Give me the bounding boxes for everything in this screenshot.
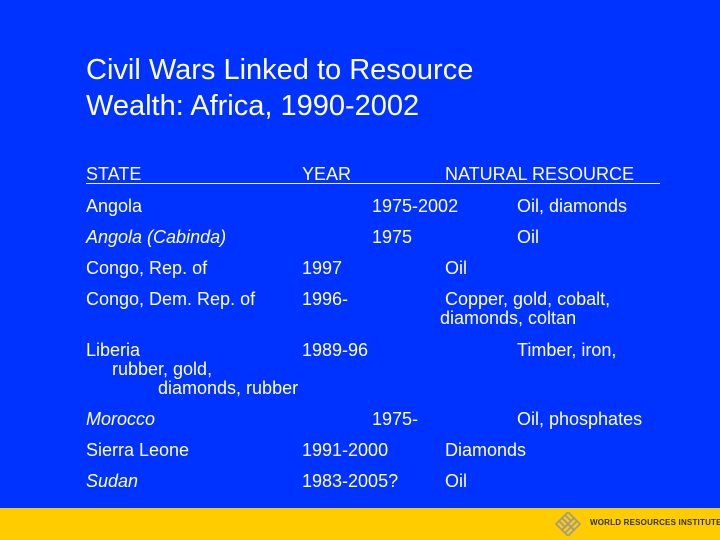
slide-title: Civil Wars Linked to Resource Wealth: Af… (86, 52, 686, 124)
header-year: YEAR (302, 164, 352, 184)
row-resource: Oil (445, 471, 467, 491)
header-state: STATE (86, 164, 142, 184)
footer-bar (0, 508, 720, 540)
row-year: 1975 (372, 227, 413, 247)
header-underline (86, 183, 660, 184)
row-resource: Diamonds (445, 440, 527, 460)
organization-name: WORLD RESOURCES INSTITUTE (590, 518, 720, 527)
row-resource: Copper, gold, cobalt, (445, 289, 611, 309)
header-resource: NATURAL RESOURCE (445, 164, 635, 184)
title-line-1: Civil Wars Linked to Resource (86, 54, 474, 86)
row-state: Angola (86, 196, 143, 216)
row-year: 1975-2002 (372, 196, 459, 216)
row-resource: Oil (517, 227, 539, 247)
row-resource-cont: rubber, gold, (112, 359, 213, 379)
row-year: 1989-96 (302, 340, 369, 360)
row-resource-cont: diamonds, rubber (158, 378, 299, 398)
row-state: Congo, Rep. of (86, 258, 208, 278)
row-year: 1975- (372, 409, 419, 429)
row-year: 1997 (302, 258, 343, 278)
row-year: 1996- (302, 289, 349, 309)
row-year: 1983-2005? (302, 471, 399, 491)
row-resource-cont: diamonds, coltan (440, 308, 577, 328)
wri-lattice-icon (554, 512, 582, 536)
row-state: Sudan (86, 471, 139, 491)
row-year: 1991-2000 (302, 440, 389, 460)
title-line-2: Wealth: Africa, 1990-2002 (86, 90, 420, 122)
row-resource: Oil, diamonds (517, 196, 628, 216)
row-resource: Oil, phosphates (517, 409, 643, 429)
row-resource: Oil (445, 258, 467, 278)
row-state: Angola (Cabinda) (86, 227, 227, 247)
row-state: Sierra Leone (86, 440, 190, 460)
row-resource: Timber, iron, (517, 340, 617, 360)
row-state: Morocco (86, 409, 156, 429)
row-state: Liberia (86, 340, 141, 360)
row-state: Congo, Dem. Rep. of (86, 289, 256, 309)
